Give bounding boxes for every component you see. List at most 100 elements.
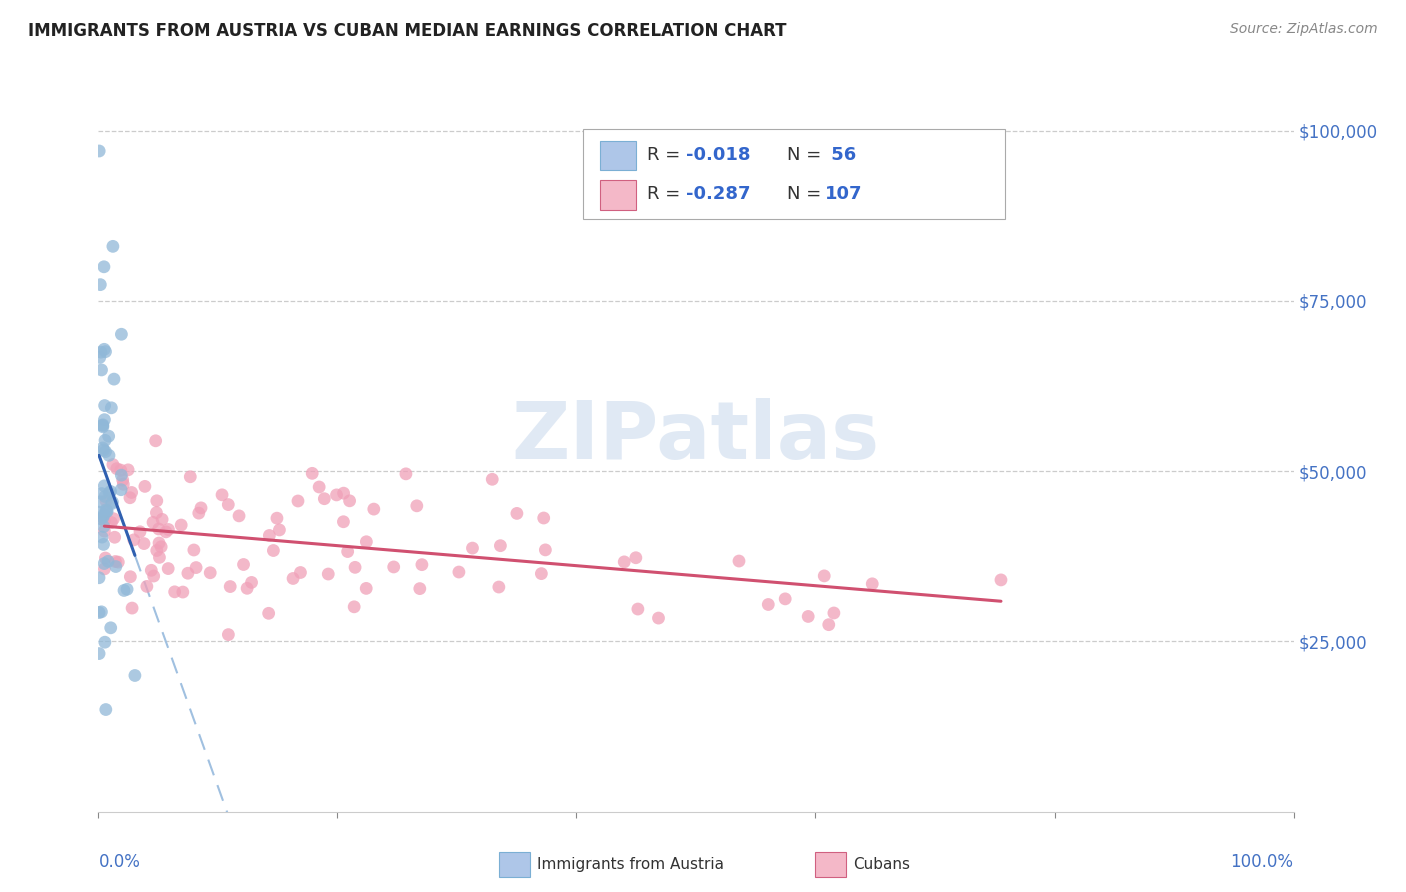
Point: [124, 668, 146, 682]
Point: [290, 566, 312, 580]
Point: [103, 372, 125, 386]
Point: [91, 417, 114, 432]
Point: [118, 491, 141, 505]
Point: [236, 582, 259, 596]
Point: [411, 558, 433, 572]
Point: [217, 627, 239, 641]
Point: [145, 543, 167, 558]
Point: [93, 443, 115, 458]
Point: [90, 605, 112, 619]
Point: [155, 524, 177, 539]
Point: [728, 554, 751, 568]
Point: [262, 543, 284, 558]
Point: [100, 497, 122, 511]
Point: [94, 551, 117, 566]
Point: [87, 647, 110, 661]
Text: -0.287: -0.287: [686, 186, 751, 203]
Point: [87, 606, 110, 620]
Point: [93, 508, 115, 522]
Point: [489, 539, 512, 553]
Point: [89, 351, 111, 365]
Point: [157, 561, 180, 575]
Point: [98, 448, 121, 462]
Point: [98, 486, 121, 500]
Point: [817, 617, 839, 632]
Point: [179, 469, 201, 483]
Point: [990, 573, 1012, 587]
Point: [200, 566, 222, 580]
Point: [97, 554, 120, 568]
Point: [190, 500, 212, 515]
Point: [111, 473, 134, 487]
Point: [100, 516, 122, 530]
Point: [627, 602, 650, 616]
Point: [94, 503, 117, 517]
Point: [129, 524, 152, 539]
Point: [287, 494, 309, 508]
Point: [112, 583, 135, 598]
Point: [122, 533, 145, 547]
Point: [773, 591, 796, 606]
Point: [488, 580, 510, 594]
Point: [90, 345, 112, 359]
Point: [150, 512, 173, 526]
Point: [135, 579, 157, 593]
Point: [110, 327, 132, 342]
Point: [145, 506, 167, 520]
Point: [232, 558, 254, 572]
Point: [93, 514, 115, 528]
Point: [356, 534, 378, 549]
Point: [534, 542, 557, 557]
Point: [120, 570, 142, 584]
Point: [461, 541, 484, 555]
Point: [91, 419, 114, 434]
Point: [183, 543, 205, 558]
Text: 0.0%: 0.0%: [98, 853, 141, 871]
Point: [90, 486, 112, 500]
Point: [148, 522, 170, 536]
Point: [101, 495, 124, 509]
Point: [89, 505, 111, 519]
Point: [405, 499, 427, 513]
Point: [100, 621, 122, 635]
Point: [105, 461, 128, 475]
Point: [90, 363, 112, 377]
Point: [90, 495, 112, 509]
Point: [121, 601, 143, 615]
Point: [97, 429, 120, 443]
Point: [860, 577, 883, 591]
Point: [395, 467, 418, 481]
Point: [219, 580, 242, 594]
Point: [93, 343, 115, 357]
Point: [89, 277, 111, 292]
Point: [93, 562, 115, 576]
Point: [96, 504, 118, 518]
Point: [94, 444, 117, 458]
Point: [382, 560, 405, 574]
Point: [447, 565, 470, 579]
Point: [240, 575, 263, 590]
Point: [101, 458, 124, 472]
Point: [93, 399, 115, 413]
Point: [316, 567, 339, 582]
Point: [93, 519, 115, 533]
Point: [363, 502, 385, 516]
Point: [110, 468, 132, 483]
Point: [104, 559, 127, 574]
Point: [91, 418, 114, 433]
Point: [93, 537, 115, 551]
Point: [132, 536, 155, 550]
Point: [115, 582, 138, 597]
Text: N =: N =: [787, 186, 827, 203]
Point: [94, 490, 117, 504]
Point: [93, 557, 115, 571]
Point: [624, 550, 647, 565]
Point: [110, 483, 132, 497]
Text: IMMIGRANTS FROM AUSTRIA VS CUBAN MEDIAN EARNINGS CORRELATION CHART: IMMIGRANTS FROM AUSTRIA VS CUBAN MEDIAN …: [28, 22, 786, 40]
Point: [170, 518, 193, 533]
Text: Immigrants from Austria: Immigrants from Austria: [537, 857, 724, 871]
Point: [257, 607, 280, 621]
Point: [112, 477, 135, 491]
Point: [211, 488, 233, 502]
Point: [91, 441, 114, 455]
